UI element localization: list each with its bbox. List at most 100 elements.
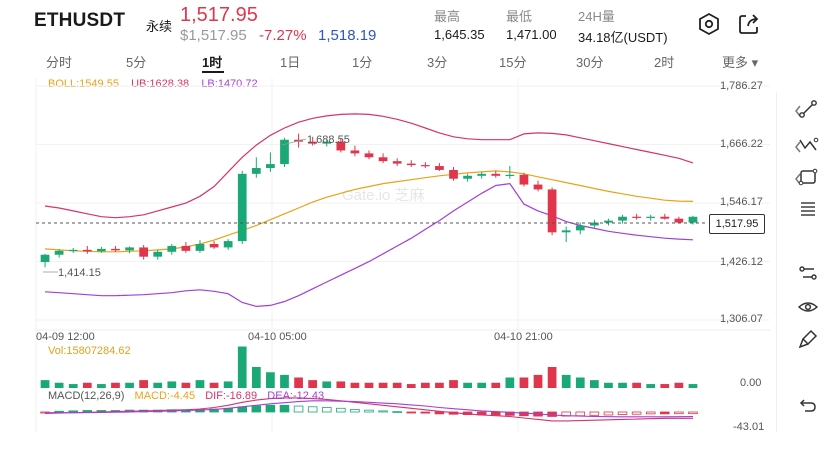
volume-bar — [618, 382, 627, 388]
candle-body — [618, 216, 627, 221]
candle-body — [350, 150, 360, 154]
volume-bar — [294, 377, 303, 388]
macd-histogram-bar — [307, 406, 318, 413]
tab-fenshi[interactable]: 分时 — [46, 55, 73, 70]
candle-body — [181, 245, 191, 251]
tab-1d[interactable]: 1日 — [280, 55, 301, 70]
macd-histogram-bar — [378, 410, 388, 413]
tab-15m[interactable]: 15分 — [499, 55, 527, 70]
macd-histogram-bar — [251, 405, 262, 413]
candle-body — [266, 164, 275, 168]
candle-body — [280, 139, 289, 165]
macd-histogram-bar — [490, 411, 501, 416]
volume-bar — [463, 382, 472, 388]
candle-body — [336, 141, 346, 151]
volume-bar — [40, 380, 50, 388]
high-annotation: 1,688.55 — [281, 134, 350, 146]
eraser-brush-icon[interactable] — [795, 326, 821, 352]
eye-icon[interactable] — [795, 294, 821, 320]
volume-bar — [237, 346, 247, 388]
volume-bar — [153, 382, 163, 388]
watermark: Gate.io 芝麻 — [342, 187, 425, 204]
volume-bar — [322, 381, 332, 388]
settings-hexagon-icon[interactable] — [696, 11, 722, 37]
macd-histogram-bar — [603, 411, 614, 416]
volume-bar — [54, 382, 64, 388]
volume-axis-label: 0.00 — [740, 377, 762, 389]
volume-bar — [111, 382, 120, 388]
macd-histogram-bar — [420, 411, 431, 414]
macd-histogram-bar — [631, 411, 642, 415]
candle-body — [589, 222, 599, 226]
price-axis-label: 1,306.07 — [720, 313, 763, 325]
candle-body — [632, 216, 641, 218]
candle-body — [688, 216, 698, 223]
macd-histogram-bar — [575, 411, 586, 417]
price-axis-label: 1,426.12 — [720, 256, 763, 268]
candle-body — [223, 241, 233, 248]
volume-bar — [378, 382, 388, 388]
share-icon[interactable] — [736, 11, 762, 37]
trend-line-icon[interactable] — [795, 96, 821, 122]
candle-body — [463, 175, 472, 179]
tab-30m[interactable]: 30分 — [576, 55, 604, 70]
macd-dif-line — [44, 397, 693, 422]
boll-lb-value: LB:1470.72 — [201, 78, 258, 90]
fibonacci-icon[interactable] — [795, 196, 821, 222]
candle-body — [195, 244, 205, 251]
candle-body — [519, 174, 529, 185]
last-price: 1,517.95 — [180, 4, 258, 26]
collapse-chevron-icon[interactable] — [785, 166, 811, 192]
candle-body — [406, 163, 416, 166]
high-label: 最高 — [434, 9, 461, 24]
tab-1m[interactable]: 1分 — [352, 55, 373, 70]
volume-bar — [97, 384, 106, 388]
contract-type-label: 永续 — [146, 19, 173, 34]
candle-body — [308, 141, 318, 144]
collapse-chevron-icon[interactable] — [785, 98, 811, 124]
candle-body — [153, 251, 163, 257]
macd-histogram-bar — [434, 411, 445, 415]
candle-body — [491, 173, 501, 176]
volume-bar — [167, 381, 177, 388]
tab-5m[interactable]: 5分 — [126, 55, 147, 70]
candle-body — [477, 173, 487, 176]
volume-bar — [251, 367, 261, 388]
candle-body — [646, 216, 656, 218]
timeframe-tabs: 分时 5分 1时 1日 1分 3分 15分 30分 2时 更多 ▾ — [36, 52, 776, 74]
tab-2h[interactable]: 2时 — [654, 55, 675, 70]
volume-bar — [420, 382, 430, 388]
volume-bar — [519, 377, 529, 388]
macd-histogram-bar — [645, 411, 656, 415]
volume-bar — [223, 381, 233, 388]
candle-body — [533, 184, 543, 190]
time-axis-label: 04-10 21:00 — [494, 331, 553, 343]
active-tab-indicator — [202, 71, 224, 73]
usd-price: $1,517.95 — [180, 27, 247, 44]
volume-bar — [209, 382, 219, 388]
candle-body — [167, 245, 177, 252]
macd-histogram-bar — [54, 410, 64, 413]
volume-bar — [125, 382, 134, 388]
volume-bar — [547, 367, 557, 388]
macd-histogram-bar — [265, 404, 276, 413]
macd-histogram-bar — [336, 407, 346, 413]
symbol-title[interactable]: ETHUSDT — [34, 10, 126, 31]
volume-bar — [533, 374, 543, 388]
polyline-icon[interactable] — [795, 132, 821, 158]
measure-icon[interactable] — [795, 260, 821, 286]
undo-icon[interactable] — [795, 392, 821, 418]
tab-3m[interactable]: 3分 — [427, 55, 448, 70]
collapse-chevron-icon[interactable] — [785, 134, 811, 160]
volume24h-value: 34.18亿(USDT) — [578, 30, 668, 45]
candle-body — [561, 230, 571, 233]
candle-body — [674, 218, 684, 223]
boll-ub-value: UB:1628.38 — [131, 78, 190, 90]
rectangle-tool-icon[interactable] — [795, 164, 821, 190]
tab-1h[interactable]: 1时 — [202, 55, 223, 70]
candle-body — [547, 189, 557, 233]
tab-more[interactable]: 更多 ▾ — [722, 55, 759, 70]
volume-legend: Vol:15807284.62 — [48, 345, 131, 357]
drawing-toolbar — [776, 92, 821, 432]
